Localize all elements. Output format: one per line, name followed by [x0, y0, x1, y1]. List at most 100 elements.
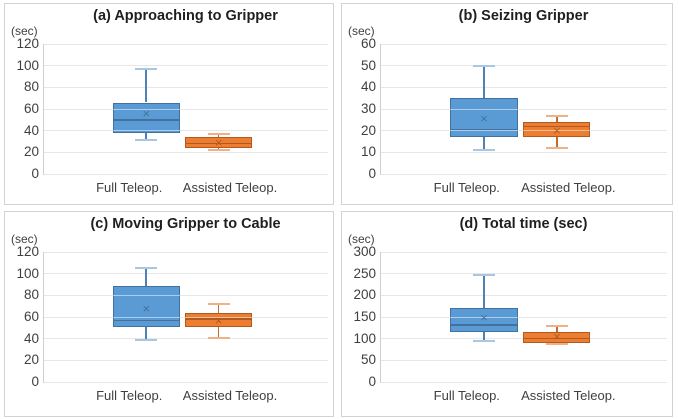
- whisker-upper-assisted-teleop: [217, 133, 220, 138]
- chart-title-a: (a) Approaching to Gripper: [93, 8, 278, 24]
- y-axis-unit-label: (sec): [11, 232, 38, 246]
- gridline: [381, 65, 667, 67]
- whisker-upper-assisted-teleop: [556, 325, 558, 333]
- gridline: [44, 108, 328, 110]
- gridline: [44, 151, 328, 153]
- gridline-through-box: [112, 108, 180, 110]
- gridline: [44, 338, 328, 340]
- category-label-assisted-teleop: Assisted Teleop.: [182, 388, 278, 403]
- whisker-cap-max-assisted-teleop: [207, 303, 230, 305]
- gridline: [44, 294, 328, 296]
- whisker-upper-full-teleop: [145, 268, 147, 286]
- whisker-upper-assisted-teleop: [556, 115, 558, 122]
- y-tick-label: 40: [23, 330, 39, 346]
- box-full-teleop: [112, 102, 180, 133]
- gridline: [381, 43, 667, 45]
- y-axis-unit-label: (sec): [11, 24, 38, 38]
- category-label-assisted-teleop: Assisted Teleop.: [521, 388, 616, 403]
- gridline-through-box: [112, 130, 180, 132]
- whisker-lower-full-teleop: [483, 331, 485, 341]
- gridline: [381, 273, 667, 275]
- gridline-through-box: [450, 316, 518, 318]
- median-line-assisted-teleop: [185, 318, 253, 320]
- y-axis-unit-label: (sec): [348, 232, 375, 246]
- whisker-lower-assisted-teleop: [556, 137, 558, 148]
- y-tick-label: 20: [23, 352, 39, 368]
- category-label-full-teleop: Full Teleop.: [96, 388, 163, 403]
- gridline: [44, 359, 328, 361]
- plot-area-a: × ×: [44, 43, 328, 175]
- gridline-through-box: [523, 130, 591, 132]
- category-axis-a: Full Teleop. Assisted Teleop.: [44, 175, 328, 201]
- box-assisted-teleop: [185, 137, 253, 148]
- plot-area-d: × ×: [381, 251, 667, 383]
- whisker-upper-assisted-teleop: [217, 304, 220, 313]
- mean-marker-full-teleop: ×: [142, 106, 151, 122]
- y-tick-label: 60: [23, 101, 39, 116]
- median-line-full-teleop: [112, 319, 180, 321]
- whisker-cap-max-assisted-teleop: [207, 132, 230, 135]
- whisker-cap-min-assisted-teleop: [545, 147, 569, 149]
- y-tick-label: 300: [353, 244, 376, 259]
- y-tick-label: 150: [353, 309, 376, 324]
- gridline: [381, 151, 667, 153]
- mean-marker-assisted-teleop: ×: [214, 313, 223, 329]
- plot-area-b: × ×: [381, 43, 667, 175]
- chart-panel-a: (a) Approaching to Gripper (sec) × × Full…: [4, 3, 334, 205]
- category-axis-c: Full Teleop. Assisted Teleop.: [44, 383, 328, 409]
- whisker-lower-full-teleop: [145, 132, 147, 141]
- gridline-through-box: [450, 130, 518, 132]
- gridline: [44, 130, 328, 132]
- y-tick-label: 30: [360, 101, 376, 116]
- y-tick-label: 120: [16, 244, 39, 259]
- whisker-cap-max-full-teleop: [472, 274, 496, 277]
- whisker-cap-min-full-teleop: [135, 338, 158, 341]
- category-label-full-teleop: Full Teleop.: [96, 180, 163, 195]
- chart-panel-b: (b) Seizing Gripper (sec) × × Full Teleop…: [341, 3, 673, 205]
- whisker-upper-full-teleop: [483, 65, 485, 99]
- y-tick-label: 0: [31, 166, 39, 181]
- median-line-full-teleop: [450, 128, 518, 131]
- category-label-full-teleop: Full Teleop.: [433, 388, 500, 403]
- y-tick-label: 200: [353, 287, 376, 303]
- y-tick-label: 0: [368, 166, 376, 181]
- mean-marker-assisted-teleop: ×: [553, 328, 561, 344]
- y-tick-label: 100: [353, 330, 376, 346]
- whisker-cap-max-assisted-teleop: [545, 324, 569, 327]
- y-tick-label: 80: [23, 287, 39, 303]
- y-axis-line: [380, 252, 381, 383]
- gridline-through-box: [112, 294, 180, 296]
- y-tick-label: 100: [16, 265, 39, 281]
- whisker-lower-assisted-teleop: [217, 148, 220, 151]
- y-tick-label: 50: [360, 57, 376, 73]
- mean-marker-full-teleop: ×: [480, 110, 488, 126]
- whisker-cap-max-full-teleop: [472, 64, 496, 67]
- median-line-full-teleop: [112, 119, 180, 121]
- y-tick-label: 120: [16, 36, 39, 51]
- gridline: [44, 381, 328, 383]
- y-tick-label: 100: [16, 57, 39, 73]
- whisker-cap-min-assisted-teleop: [207, 149, 230, 152]
- gridline-through-box: [450, 108, 518, 110]
- whisker-cap-min-full-teleop: [472, 149, 496, 152]
- chart-panel-c: (c) Moving Gripper to Cable (sec) × × Ful…: [4, 211, 334, 417]
- box-assisted-teleop: [523, 332, 591, 343]
- median-line-assisted-teleop: [185, 142, 253, 145]
- gridline: [44, 273, 328, 275]
- y-tick-label: 10: [360, 144, 376, 160]
- whisker-lower-full-teleop: [145, 326, 147, 340]
- category-label-assisted-teleop: Assisted Teleop.: [521, 180, 616, 195]
- y-tick-label: 40: [23, 122, 39, 138]
- mean-marker-full-teleop: ×: [142, 301, 151, 317]
- y-tick-label: 20: [360, 122, 376, 138]
- y-tick-label: 60: [360, 36, 376, 51]
- median-line-assisted-teleop: [523, 337, 591, 340]
- y-axis-unit-label: (sec): [348, 24, 375, 38]
- chart-title-c: (c) Moving Gripper to Cable: [90, 216, 281, 232]
- y-axis-line: [43, 44, 44, 175]
- y-axis-line: [43, 252, 44, 383]
- y-axis-line: [380, 44, 381, 175]
- whisker-cap-min-full-teleop: [472, 339, 496, 342]
- whisker-cap-min-assisted-teleop: [207, 336, 230, 339]
